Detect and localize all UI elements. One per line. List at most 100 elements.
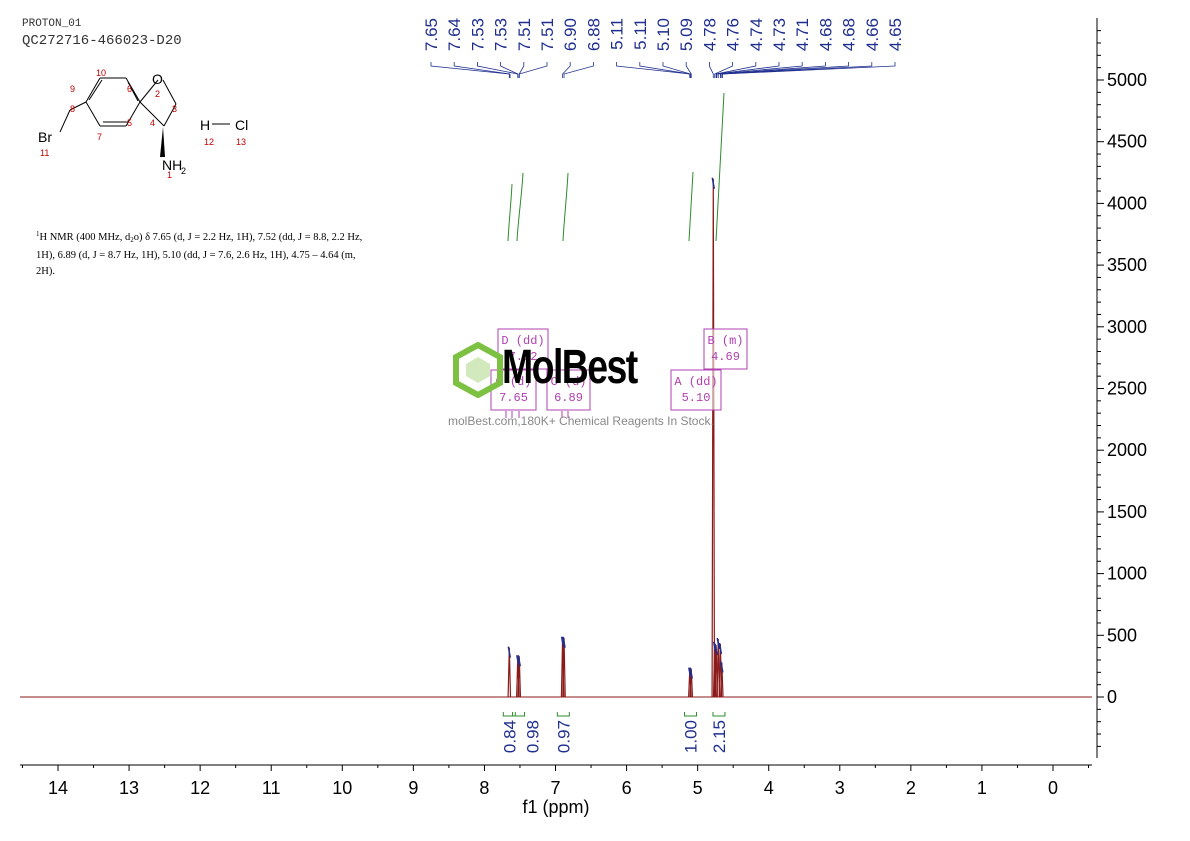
peak-label: 4.68 bbox=[840, 18, 859, 51]
nmr-text-part1: H NMR (400 MHz, d bbox=[39, 232, 131, 243]
atom-number: 6 bbox=[127, 84, 132, 94]
multiplet-label: B (m) bbox=[707, 334, 743, 348]
y-tick-label: 3000 bbox=[1107, 317, 1147, 337]
integral-curve bbox=[507, 183, 513, 242]
atom-number: 8 bbox=[70, 104, 75, 114]
atom-number: 5 bbox=[127, 118, 132, 128]
peak-label: 5.10 bbox=[654, 18, 673, 51]
multiplet-shift: 7.65 bbox=[499, 391, 528, 405]
peak-label: 4.78 bbox=[700, 18, 719, 51]
integral-value: 0.97 bbox=[554, 720, 573, 753]
y-tick-label: 4500 bbox=[1107, 132, 1147, 152]
peak-top-marker bbox=[718, 642, 723, 655]
peak-label-leader bbox=[453, 62, 511, 78]
peak-label: 7.53 bbox=[492, 18, 511, 51]
spectrum-peak bbox=[689, 668, 694, 698]
x-tick-label: 14 bbox=[48, 778, 68, 798]
molbest-logo-icon bbox=[453, 342, 503, 398]
nmr-description: 1H NMR (400 MHz, d2o) δ 7.65 (d, J = 2.2… bbox=[36, 226, 366, 280]
multiplet-shift: 4.69 bbox=[711, 350, 740, 364]
atom-nitrogen: NH bbox=[162, 157, 182, 173]
integral-bar bbox=[502, 712, 516, 717]
atom-number: 1 bbox=[167, 170, 172, 180]
multiplet-label: A (dd) bbox=[674, 375, 717, 389]
multiplet-box bbox=[546, 369, 591, 411]
integral-value: 2.15 bbox=[710, 720, 729, 753]
bond bbox=[139, 101, 165, 127]
peak-label-leader bbox=[709, 62, 714, 78]
atom-number: 13 bbox=[236, 137, 246, 147]
x-tick-label: 10 bbox=[332, 778, 352, 798]
integral-bar bbox=[556, 712, 570, 717]
bond bbox=[85, 101, 101, 127]
peak-label-leader bbox=[518, 62, 525, 78]
y-tick-label: 5000 bbox=[1107, 70, 1147, 90]
x-tick-label: 3 bbox=[835, 778, 845, 798]
spectrum-peak bbox=[562, 637, 566, 698]
y-tick-label: 500 bbox=[1107, 625, 1137, 645]
peak-label: 7.64 bbox=[445, 18, 464, 51]
x-tick-label: 7 bbox=[550, 778, 560, 798]
x-tick-label: 1 bbox=[977, 778, 987, 798]
peak-label: 4.65 bbox=[886, 18, 905, 51]
peak-label: 4.68 bbox=[816, 18, 835, 51]
y-tick-label: 1000 bbox=[1107, 564, 1147, 584]
integral-value: 0.98 bbox=[524, 720, 543, 753]
bond bbox=[162, 79, 177, 105]
peak-top-marker bbox=[714, 644, 718, 656]
atom-bromine: Br bbox=[38, 129, 52, 145]
x-tick-label: 11 bbox=[262, 778, 281, 798]
integral-curve bbox=[562, 172, 569, 242]
peak-label: 6.90 bbox=[561, 18, 580, 51]
x-axis-label: f1 (ppm) bbox=[522, 797, 589, 817]
integral-value: 0.84 bbox=[500, 720, 519, 753]
integral-curve bbox=[516, 172, 524, 242]
peak-label: 4.73 bbox=[770, 18, 789, 51]
multiplet-shift: 5.10 bbox=[682, 391, 711, 405]
atom-number: 4 bbox=[150, 118, 155, 128]
bond bbox=[125, 101, 141, 127]
peak-label: 5.09 bbox=[677, 18, 696, 51]
integral-curve bbox=[715, 92, 725, 242]
peak-top-marker bbox=[517, 655, 521, 667]
peak-label-leader bbox=[719, 62, 849, 78]
integral-value: 1.00 bbox=[682, 720, 701, 753]
peak-top-marker bbox=[507, 646, 512, 658]
peak-top-marker bbox=[716, 637, 720, 650]
atom-number: 10 bbox=[96, 68, 106, 78]
atom-oxygen: O bbox=[152, 71, 163, 87]
spectrum-peak bbox=[507, 647, 512, 698]
atom-chlorine: Cl bbox=[235, 117, 248, 133]
atom-hydrogen: H bbox=[200, 117, 210, 133]
peak-top-marker bbox=[711, 177, 716, 189]
multiplet-box bbox=[670, 369, 722, 411]
multiplet-box bbox=[703, 328, 748, 370]
peak-label-leader bbox=[616, 62, 691, 78]
bond bbox=[163, 103, 177, 127]
peak-label: 4.76 bbox=[724, 18, 743, 51]
integral-bar bbox=[684, 712, 698, 717]
experiment-name: PROTON_01 bbox=[22, 18, 82, 30]
peak-label-leader bbox=[717, 62, 803, 78]
peak-label: 5.11 bbox=[608, 18, 627, 50]
peak-label-leader bbox=[722, 62, 896, 78]
spectrum-peak bbox=[517, 656, 522, 698]
peak-label: 4.71 bbox=[793, 18, 812, 51]
watermark-brand: MolBest bbox=[502, 341, 638, 394]
peak-label-leader bbox=[685, 62, 692, 78]
x-tick-label: 0 bbox=[1048, 778, 1058, 798]
x-tick-label: 8 bbox=[479, 778, 489, 798]
peak-top-marker bbox=[689, 667, 693, 679]
watermark: MolBest molBest.com,180K+ Chemical Reage… bbox=[446, 341, 746, 432]
atom-number: 2 bbox=[155, 89, 160, 99]
atom-number: 12 bbox=[204, 137, 214, 147]
solvent-subscript: 2 bbox=[130, 236, 134, 244]
peak-label-leader bbox=[518, 62, 548, 78]
peak-label: 7.65 bbox=[422, 18, 441, 51]
peak-label: 7.51 bbox=[515, 18, 534, 51]
peak-top-marker bbox=[720, 661, 724, 673]
spectrum-header: PROTON_01 QC272716-466023-D20 bbox=[22, 18, 182, 51]
x-tick-label: 2 bbox=[906, 778, 916, 798]
peak-label: 7.53 bbox=[468, 18, 487, 51]
peak-label: 5.11 bbox=[631, 18, 650, 50]
